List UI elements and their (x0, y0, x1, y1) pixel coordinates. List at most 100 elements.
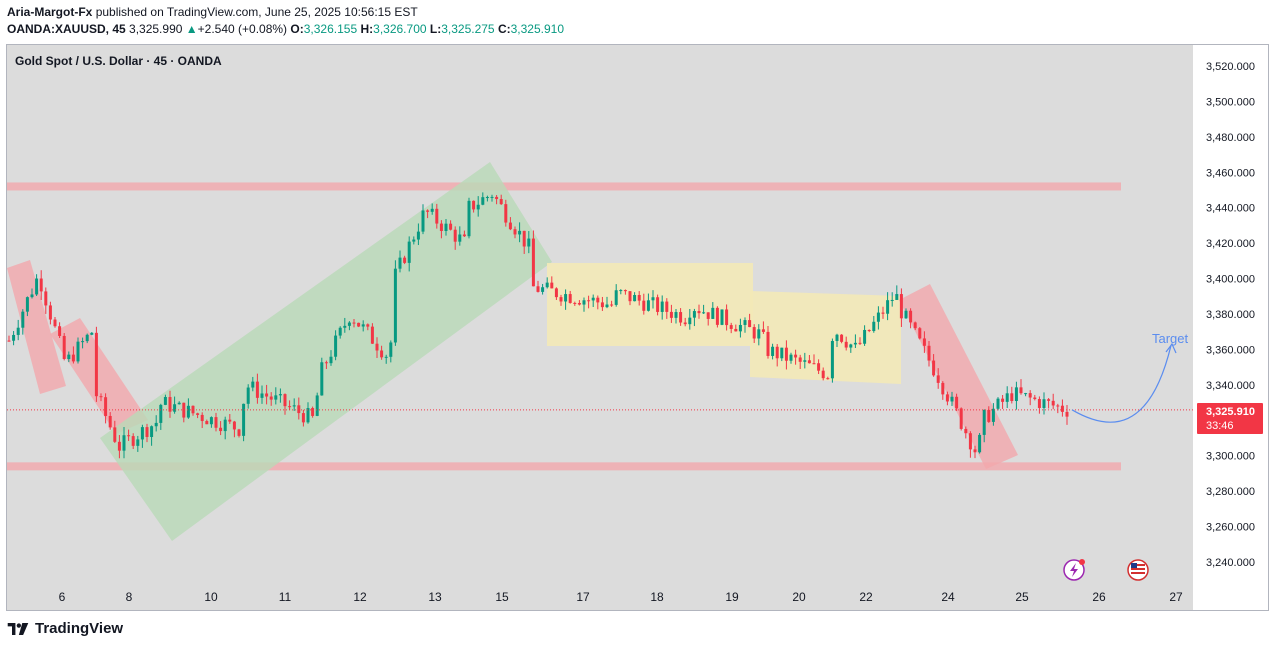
candle (458, 226, 462, 246)
candle (913, 321, 917, 331)
candle (522, 230, 526, 254)
time-tick-label: 15 (495, 590, 509, 604)
channel-red-2 (50, 318, 148, 434)
candle (660, 295, 664, 320)
candle (131, 433, 135, 450)
candle (1060, 399, 1064, 417)
price-axis[interactable]: 3,520.000 3,500.000 3,480.000 3,460.000 3,44… (1206, 61, 1255, 569)
candle (242, 403, 246, 442)
candle (895, 285, 899, 301)
candle (564, 289, 568, 310)
candle (531, 230, 535, 287)
candle (449, 220, 453, 231)
candle (982, 409, 986, 443)
open-value: 3,326.155 (303, 22, 358, 36)
candle (688, 308, 692, 330)
candle (771, 343, 775, 360)
price-tick-label: 3,280.000 (1206, 486, 1255, 498)
candle (513, 226, 517, 239)
candle (462, 230, 466, 237)
time-axis[interactable]: 6 8 10 11 12 13 15 17 18 19 20 22 24 25 26 27 (59, 590, 1183, 604)
time-tick-label: 19 (725, 590, 739, 604)
candle (154, 415, 158, 432)
candle (959, 407, 963, 431)
candle (403, 255, 407, 265)
candle (633, 292, 637, 302)
candle (145, 423, 149, 443)
candles (7, 192, 1069, 459)
candle (375, 337, 379, 359)
candle (1051, 393, 1055, 410)
last-price: 3,325.990 (129, 22, 183, 36)
candle (163, 394, 167, 406)
price-tick-label: 3,300.000 (1206, 451, 1255, 463)
candle (757, 324, 761, 346)
candle (766, 325, 770, 359)
candle (306, 402, 310, 424)
last-price-label: 3,325.910 33:46 (1197, 403, 1263, 434)
us-flag-icon[interactable] (1127, 559, 1149, 581)
candle (536, 280, 540, 293)
symbol-info: OANDA:XAUUSD, 45 3,325.990 ▲+2.540 (+0.0… (7, 22, 564, 36)
candle (53, 317, 57, 328)
candle (665, 298, 669, 319)
candle (656, 294, 660, 316)
candle (858, 337, 862, 346)
published-text: published on TradingView.com, June 25, 2… (95, 5, 418, 19)
author-name[interactable]: Aria-Margot-Fx (7, 5, 93, 19)
candle (127, 429, 131, 442)
candle (964, 426, 968, 439)
price-tick-label: 3,460.000 (1206, 167, 1255, 179)
candle (518, 222, 522, 243)
range-yellow-5 (750, 291, 901, 384)
candle (697, 304, 701, 319)
candle (467, 197, 471, 239)
candle (812, 354, 816, 365)
price-tick-label: 3,260.000 (1206, 522, 1255, 534)
candle (651, 290, 655, 309)
candle (545, 277, 549, 289)
candle (784, 340, 788, 370)
candle (200, 412, 204, 429)
low-value: 3,325.275 (441, 22, 495, 36)
candle (840, 334, 844, 344)
tradingview-brand[interactable]: TradingView (7, 620, 123, 637)
chart-title: Gold Spot / U.S. Dollar · 45 · OANDA (15, 54, 222, 68)
brand-name: TradingView (35, 620, 124, 637)
time-tick-label: 24 (941, 590, 955, 604)
candle (35, 274, 39, 297)
price-tick-label: 3,440.000 (1206, 203, 1255, 215)
candle (973, 445, 977, 459)
candle (485, 195, 489, 202)
candle (646, 293, 650, 312)
candle (196, 412, 200, 419)
candle (435, 203, 439, 229)
candle (844, 336, 848, 351)
candle (398, 250, 402, 273)
candle (140, 424, 144, 448)
candle (775, 344, 779, 367)
candle (610, 300, 614, 307)
lightning-event-icon[interactable] (1063, 559, 1085, 581)
channel-annotations (7, 162, 1018, 541)
time-tick-label: 20 (792, 590, 806, 604)
candle (71, 346, 75, 364)
candle (67, 351, 71, 363)
candle (573, 301, 577, 306)
candle (85, 333, 89, 344)
candle (228, 414, 232, 424)
change-arrow-icon: ▲ (185, 22, 198, 36)
chart-frame[interactable] (6, 44, 1269, 611)
candle (1014, 381, 1018, 410)
target-arrowhead-icon (1165, 342, 1177, 354)
candle (48, 301, 52, 325)
candle (219, 421, 223, 436)
symbol-name[interactable]: OANDA:XAUUSD, 45 (7, 22, 126, 36)
candle (541, 283, 545, 295)
candle (711, 302, 715, 319)
candle (173, 396, 177, 414)
candle (729, 322, 733, 334)
candle (1056, 403, 1060, 414)
candle (274, 387, 278, 405)
